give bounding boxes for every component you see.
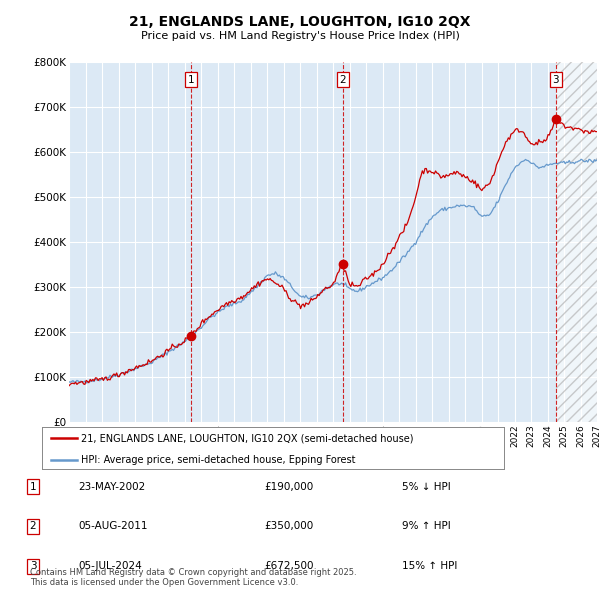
Text: 21, ENGLANDS LANE, LOUGHTON, IG10 2QX: 21, ENGLANDS LANE, LOUGHTON, IG10 2QX [129, 15, 471, 29]
Text: 15% ↑ HPI: 15% ↑ HPI [402, 562, 457, 571]
Text: £672,500: £672,500 [264, 562, 314, 571]
Text: 2: 2 [340, 74, 346, 84]
Text: 3: 3 [29, 562, 37, 571]
Text: HPI: Average price, semi-detached house, Epping Forest: HPI: Average price, semi-detached house,… [81, 455, 356, 465]
Text: 23-MAY-2002: 23-MAY-2002 [78, 482, 145, 491]
Text: £190,000: £190,000 [264, 482, 313, 491]
Text: 5% ↓ HPI: 5% ↓ HPI [402, 482, 451, 491]
Text: Contains HM Land Registry data © Crown copyright and database right 2025.
This d: Contains HM Land Registry data © Crown c… [30, 568, 356, 587]
Text: 2: 2 [29, 522, 37, 531]
Text: 3: 3 [553, 74, 559, 84]
Text: 05-JUL-2024: 05-JUL-2024 [78, 562, 142, 571]
Text: Price paid vs. HM Land Registry's House Price Index (HPI): Price paid vs. HM Land Registry's House … [140, 31, 460, 41]
Text: £350,000: £350,000 [264, 522, 313, 531]
Bar [556, 62, 597, 422]
Text: 1: 1 [188, 74, 194, 84]
Text: 05-AUG-2011: 05-AUG-2011 [78, 522, 148, 531]
Text: 21, ENGLANDS LANE, LOUGHTON, IG10 2QX (semi-detached house): 21, ENGLANDS LANE, LOUGHTON, IG10 2QX (s… [81, 433, 414, 443]
Text: 9% ↑ HPI: 9% ↑ HPI [402, 522, 451, 531]
Text: 1: 1 [29, 482, 37, 491]
